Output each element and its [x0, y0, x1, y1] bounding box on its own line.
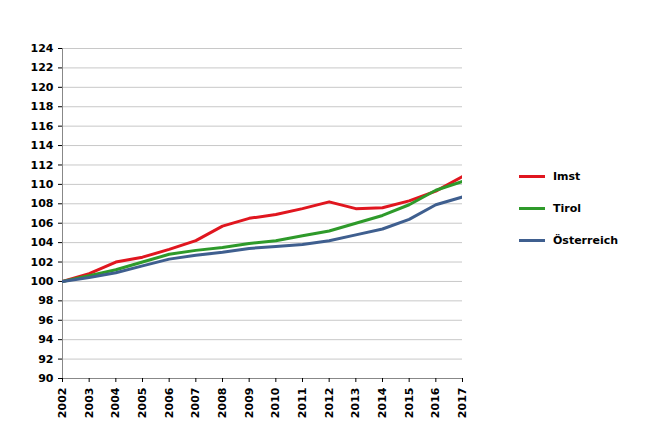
svg-text:2017: 2017 — [456, 388, 469, 419]
svg-text:98: 98 — [38, 294, 53, 307]
svg-text:2014: 2014 — [376, 387, 389, 418]
svg-text:2009: 2009 — [243, 388, 256, 419]
svg-text:2004: 2004 — [109, 387, 122, 418]
svg-text:112: 112 — [31, 158, 54, 171]
svg-text:2002: 2002 — [56, 388, 69, 419]
svg-text:118: 118 — [31, 100, 54, 113]
svg-text:108: 108 — [31, 197, 54, 210]
svg-text:90: 90 — [38, 372, 54, 385]
svg-text:102: 102 — [31, 256, 54, 269]
svg-text:2011: 2011 — [296, 388, 309, 419]
svg-text:96: 96 — [38, 314, 54, 327]
svg-text:100: 100 — [31, 275, 54, 288]
svg-text:94: 94 — [38, 333, 54, 346]
svg-text:114: 114 — [31, 139, 54, 152]
svg-text:2007: 2007 — [189, 388, 202, 419]
svg-text:2013: 2013 — [349, 388, 362, 419]
svg-text:106: 106 — [31, 217, 54, 230]
svg-text:2006: 2006 — [163, 387, 176, 418]
svg-text:2008: 2008 — [216, 388, 229, 419]
svg-text:2010: 2010 — [269, 387, 282, 418]
svg-text:2003: 2003 — [83, 388, 96, 419]
svg-text:2015: 2015 — [403, 388, 416, 419]
svg-text:110: 110 — [31, 178, 54, 191]
html-text:Österreich: Österreich — [553, 234, 619, 247]
html-text:Imst: Imst — [553, 170, 581, 183]
svg-text:104: 104 — [31, 236, 54, 249]
svg-text:120: 120 — [31, 81, 54, 94]
svg-text:2016: 2016 — [429, 387, 442, 418]
svg-text:92: 92 — [38, 353, 53, 366]
svg-text:122: 122 — [31, 61, 54, 74]
html-text:Tirol: Tirol — [553, 202, 581, 215]
svg-text:2005: 2005 — [136, 388, 149, 419]
svg-text:2012: 2012 — [323, 388, 336, 419]
svg-text:116: 116 — [31, 120, 54, 133]
svg-text:124: 124 — [31, 42, 54, 55]
